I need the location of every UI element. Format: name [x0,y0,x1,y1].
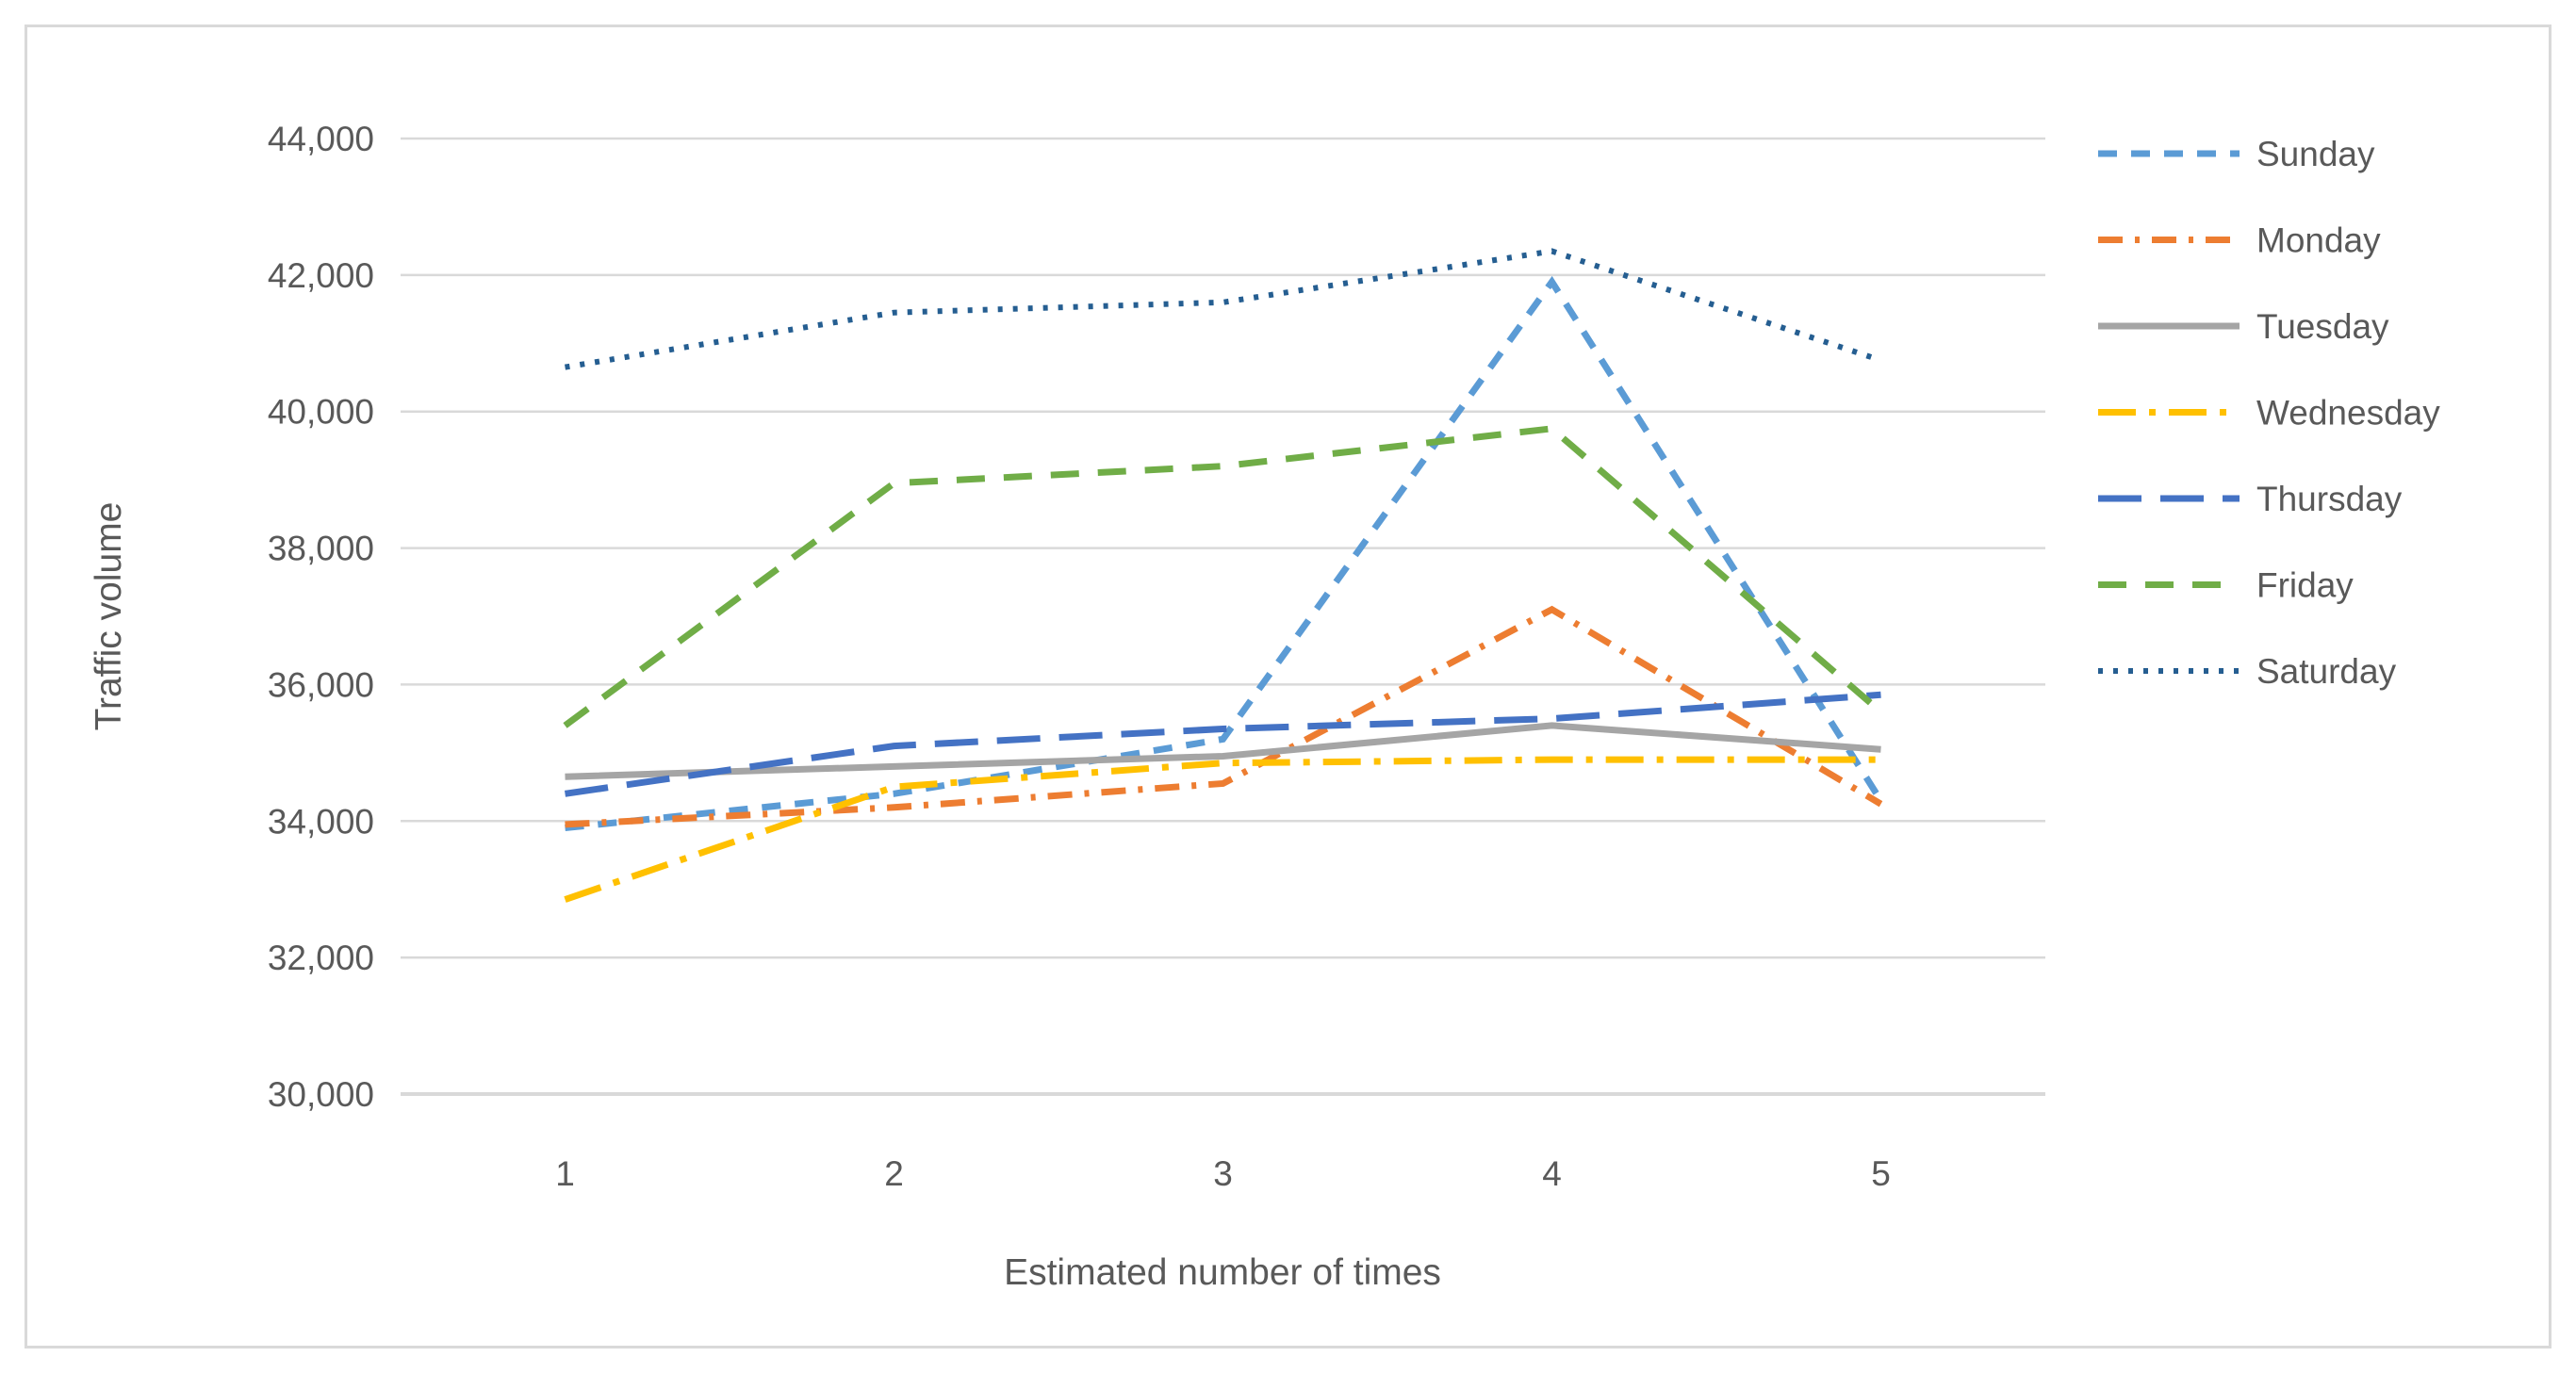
legend-label: Sunday [2256,135,2375,173]
y-axis-tick-label: 38,000 [268,530,374,568]
legend-item-saturday[interactable]: Saturday [2098,652,2397,691]
legend-label: Tuesday [2256,307,2389,346]
y-axis-tick-labels: 30,000 32,000 34,000 36,000 38,000 40,000 42,0… [268,120,374,1114]
y-axis-title: Traffic volume [89,502,129,731]
legend-item-tuesday[interactable]: Tuesday [2098,307,2389,346]
series-line-thursday[interactable] [564,691,1881,797]
series-line-wednesday[interactable] [564,756,1881,903]
series-line-tuesday[interactable] [565,722,1881,780]
series-line-saturday[interactable] [565,248,1882,370]
y-axis-tick-label: 44,000 [268,120,374,158]
legend-label: Thursday [2256,480,2403,518]
legend: Sunday Monday Tuesday Wednesday Thursday Frid… [2098,135,2440,691]
x-axis-tick-label: 3 [1213,1154,1233,1193]
legend-label: Saturday [2256,652,2397,691]
x-axis-tick-label: 5 [1871,1154,1891,1193]
legend-item-thursday[interactable]: Thursday [2098,480,2403,518]
x-axis-tick-label: 1 [555,1154,575,1193]
x-axis-tick-label: 4 [1542,1154,1562,1193]
x-axis-tick-labels: 1 2 3 4 5 [555,1154,1891,1193]
series-line-friday[interactable] [563,425,1883,728]
y-axis-tick-label: 32,000 [268,939,374,977]
y-axis-tick-label: 30,000 [268,1075,374,1114]
gridlines [401,137,2045,1096]
chart-border [25,25,2551,1348]
x-axis-title: Estimated number of times [1004,1252,1441,1293]
series-line-sunday[interactable] [565,275,1884,832]
x-axis-tick-label: 2 [884,1154,904,1193]
legend-item-friday[interactable]: Friday [2098,566,2354,605]
legend-label: Monday [2256,221,2381,260]
legend-item-sunday[interactable]: Sunday [2098,135,2375,173]
y-axis-tick-label: 40,000 [268,393,374,432]
y-axis-tick-label: 42,000 [268,256,374,295]
legend-item-monday[interactable]: Monday [2098,221,2381,260]
series-line-monday[interactable] [565,605,1883,828]
legend-item-wednesday[interactable]: Wednesday [2098,394,2440,433]
legend-label: Wednesday [2256,394,2440,433]
plot-series [563,248,1884,903]
legend-label: Friday [2256,566,2354,605]
y-axis-tick-label: 34,000 [268,802,374,841]
y-axis-tick-label: 36,000 [268,665,374,704]
